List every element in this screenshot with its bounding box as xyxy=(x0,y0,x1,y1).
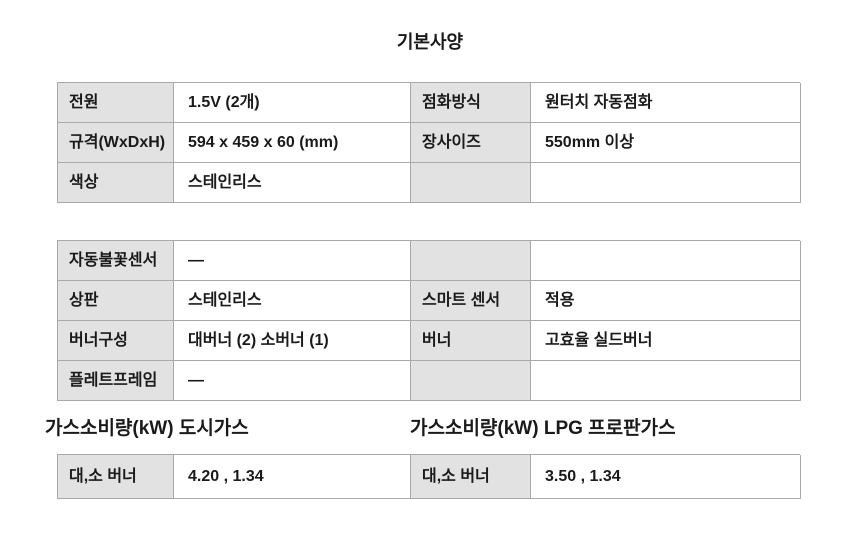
spec-label-cell: 규격(WxDxH) xyxy=(58,123,174,163)
spec-label-cell: 버너구성 xyxy=(58,321,174,361)
spec-label-cell: 상판 xyxy=(58,281,174,321)
spec-label-cell: 대,소 버너 xyxy=(58,455,174,499)
spec-label-cell: 대,소 버너 xyxy=(411,455,531,499)
spec-label-cell: 스마트 센서 xyxy=(411,281,531,321)
spec-sheet: 기본사양 전원 1.5V (2개) 점화방식 원터치 자동점화 규격(WxDxH… xyxy=(0,28,860,499)
spec-value-cell: 원터치 자동점화 xyxy=(531,83,801,123)
spec-value-cell: 스테인리스 xyxy=(174,281,411,321)
spec-label-cell: 자동불꽃센서 xyxy=(58,241,174,281)
spec-label-cell: 점화방식 xyxy=(411,83,531,123)
spec-label-cell: 플레트프레임 xyxy=(58,361,174,401)
spec-label-cell: 장사이즈 xyxy=(411,123,531,163)
spec-label-cell xyxy=(411,361,531,401)
spec-label-cell: 색상 xyxy=(58,163,174,203)
spec-value-cell: 4.20 , 1.34 xyxy=(174,455,411,499)
spec-label-cell xyxy=(411,241,531,281)
basic-spec-table-bottom: 자동불꽃센서 — 상판 스테인리스 스마트 센서 적용 버너구성 대버너 (2)… xyxy=(57,240,801,401)
spec-value-cell xyxy=(531,241,801,281)
lpg-gas-section-header: 가스소비량(kW) LPG 프로판가스 xyxy=(410,418,676,439)
spec-value-cell: 3.50 , 1.34 xyxy=(531,455,801,499)
spec-value-cell xyxy=(531,361,801,401)
spec-value-cell: 대버너 (2) 소버너 (1) xyxy=(174,321,411,361)
page-title: 기본사양 xyxy=(396,32,464,52)
gas-consumption-headers: 가스소비량(kW) 도시가스 가스소비량(kW) LPG 프로판가스 xyxy=(0,413,860,443)
spec-value-cell: 고효율 실드버너 xyxy=(531,321,801,361)
spec-value-cell: 594 x 459 x 60 (mm) xyxy=(174,123,411,163)
basic-spec-table-top: 전원 1.5V (2개) 점화방식 원터치 자동점화 규격(WxDxH) 594… xyxy=(57,82,801,203)
spec-label-cell xyxy=(411,163,531,203)
spec-label-cell: 버너 xyxy=(411,321,531,361)
spec-label-cell: 전원 xyxy=(58,83,174,123)
spec-value-cell xyxy=(531,163,801,203)
spec-value-cell: 스테인리스 xyxy=(174,163,411,203)
gas-consumption-table: 대,소 버너 4.20 , 1.34 대,소 버너 3.50 , 1.34 xyxy=(57,454,801,499)
spec-value-cell: 1.5V (2개) xyxy=(174,83,411,123)
spec-value-cell: 적용 xyxy=(531,281,801,321)
spec-value-cell: — xyxy=(174,361,411,401)
spec-value-cell: — xyxy=(174,241,411,281)
spec-value-cell: 550mm 이상 xyxy=(531,123,801,163)
city-gas-section-header: 가스소비량(kW) 도시가스 xyxy=(45,418,249,439)
